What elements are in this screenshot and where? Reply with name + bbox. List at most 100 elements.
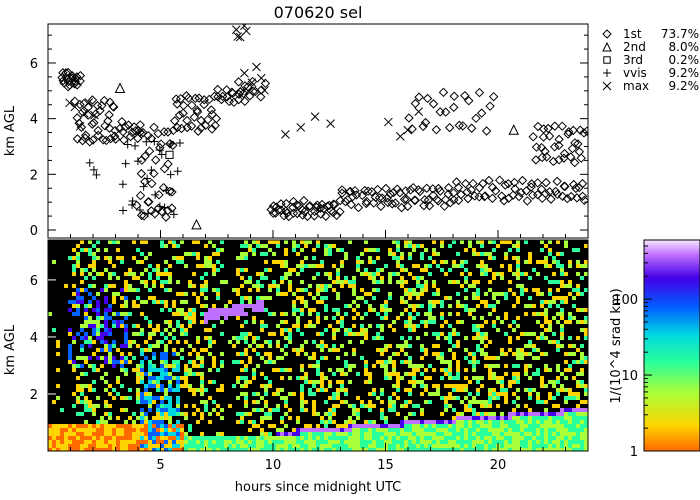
- heatmap-cell: [556, 404, 560, 408]
- scatter-point: [565, 152, 576, 162]
- heatmap-cell: [280, 376, 284, 380]
- heatmap-cell: [304, 436, 308, 440]
- heatmap-cell: [492, 372, 496, 376]
- heatmap-cell: [164, 268, 168, 272]
- heatmap-cell: [360, 316, 364, 320]
- heatmap-cell: [144, 440, 148, 444]
- heatmap-cell: [244, 296, 248, 300]
- heatmap-cell: [500, 320, 504, 324]
- heatmap-cell: [300, 408, 304, 412]
- scatter-point: [240, 68, 249, 78]
- heatmap-cell: [500, 392, 504, 396]
- heatmap-cell: [120, 344, 124, 348]
- heatmap-cell: [412, 328, 416, 332]
- heatmap-cell: [168, 332, 172, 336]
- scatter-point: [369, 198, 379, 208]
- heatmap-cell: [480, 424, 484, 428]
- scatter-point: [329, 200, 340, 210]
- scatter-point: [238, 88, 249, 99]
- heatmap-cell: [292, 444, 296, 448]
- heatmap-cell: [560, 372, 564, 376]
- heatmap-cell: [160, 412, 164, 416]
- heatmap-cell: [104, 340, 108, 344]
- heatmap-cell: [392, 424, 396, 428]
- heatmap-cell: [568, 424, 572, 428]
- heatmap-cell: [564, 396, 568, 400]
- heatmap-cell: [244, 252, 248, 256]
- scatter-point: [570, 138, 580, 148]
- scatter-point: [88, 135, 98, 145]
- heatmap-cell: [432, 280, 436, 284]
- heatmap-cell: [368, 304, 372, 308]
- heatmap-cell: [372, 288, 376, 292]
- heatmap-cell: [552, 384, 556, 388]
- heatmap-cell: [476, 348, 480, 352]
- bottom-y-ticks: 246: [30, 274, 56, 403]
- heatmap-cell: [100, 288, 104, 292]
- heatmap-cell: [448, 432, 452, 436]
- heatmap-cell: [576, 428, 580, 432]
- scatter-point: [144, 146, 155, 156]
- heatmap-cell: [240, 412, 244, 416]
- heatmap-cell: [332, 444, 336, 448]
- heatmap-cell: [344, 388, 348, 392]
- heatmap-cell: [300, 260, 304, 264]
- heatmap-cell: [504, 432, 508, 436]
- heatmap-cell: [440, 440, 444, 444]
- heatmap-cell: [308, 292, 312, 296]
- scatter-point: [199, 99, 209, 110]
- heatmap-cell: [516, 356, 520, 360]
- scatter-point: [140, 151, 150, 161]
- heatmap-cell: [288, 444, 292, 448]
- heatmap-cell: [348, 280, 352, 284]
- heatmap-cell: [540, 380, 544, 384]
- heatmap-cell: [360, 448, 364, 451]
- heatmap-cell: [404, 352, 408, 356]
- heatmap-cell: [116, 248, 120, 252]
- heatmap-cell: [432, 436, 436, 440]
- heatmap-cell: [432, 284, 436, 288]
- heatmap-cell: [184, 376, 188, 380]
- heatmap-cell: [496, 272, 500, 276]
- heatmap-cell: [548, 264, 552, 268]
- heatmap-cell: [252, 424, 256, 428]
- heatmap-cell: [132, 368, 136, 372]
- heatmap-cell: [420, 344, 424, 348]
- heatmap-cell: [168, 404, 172, 408]
- heatmap-cell: [140, 364, 144, 368]
- heatmap-cell: [340, 372, 344, 376]
- heatmap-cell: [388, 248, 392, 252]
- scatter-point: [445, 197, 456, 208]
- scatter-point: [494, 175, 505, 185]
- heatmap-cell: [80, 288, 84, 292]
- heatmap-cell: [580, 368, 584, 372]
- heatmap-cell: [280, 444, 284, 448]
- heatmap-cell: [152, 284, 156, 288]
- heatmap-cell: [532, 372, 536, 376]
- heatmap-cell: [388, 424, 392, 428]
- heatmap-cell: [300, 308, 304, 312]
- heatmap-cell: [364, 364, 368, 368]
- heatmap-cell: [100, 332, 104, 336]
- heatmap-cell: [556, 368, 560, 372]
- heatmap-cell: [148, 376, 152, 380]
- heatmap-cell: [244, 320, 248, 324]
- scatter-point: [143, 197, 153, 207]
- heatmap-cell: [124, 340, 128, 344]
- heatmap-cell: [304, 440, 308, 444]
- heatmap-cell: [368, 424, 372, 428]
- heatmap-cell: [136, 288, 140, 292]
- heatmap-cell: [544, 276, 548, 280]
- y-tick-label: 6: [30, 274, 38, 289]
- heatmap-cell: [164, 344, 168, 348]
- heatmap-cell: [72, 436, 76, 440]
- heatmap-cell: [100, 432, 104, 436]
- heatmap-cell: [184, 292, 188, 296]
- heatmap-cell: [68, 424, 72, 428]
- heatmap-cell: [124, 312, 128, 316]
- heatmap-cell: [160, 432, 164, 436]
- heatmap-cell: [584, 320, 588, 324]
- heatmap-cell: [324, 428, 328, 432]
- heatmap-cell: [72, 272, 76, 276]
- heatmap-cell: [448, 332, 452, 336]
